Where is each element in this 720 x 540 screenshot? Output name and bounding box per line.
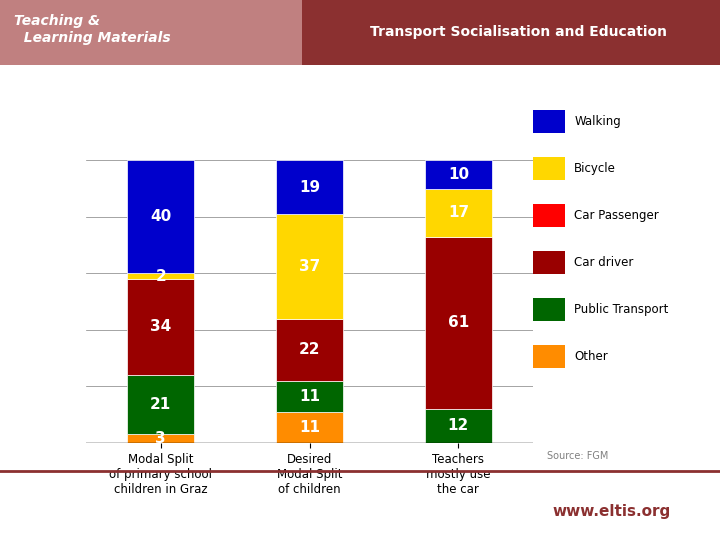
FancyBboxPatch shape xyxy=(302,0,720,65)
Bar xyxy=(425,237,492,409)
Text: www.eltis.org: www.eltis.org xyxy=(553,504,671,519)
Bar xyxy=(276,214,343,319)
Text: 21: 21 xyxy=(150,397,171,412)
FancyBboxPatch shape xyxy=(533,204,565,227)
Text: 3: 3 xyxy=(156,431,166,446)
Text: 10: 10 xyxy=(448,167,469,182)
Text: Bicycle: Bicycle xyxy=(575,162,616,175)
Text: 37: 37 xyxy=(299,259,320,274)
Bar xyxy=(276,381,343,411)
FancyBboxPatch shape xyxy=(533,157,565,180)
Text: Car Passenger: Car Passenger xyxy=(575,209,659,222)
Text: Public Transport: Public Transport xyxy=(575,303,669,316)
Bar xyxy=(127,160,194,273)
Text: 34: 34 xyxy=(150,320,171,334)
Bar xyxy=(425,160,492,188)
Text: 19: 19 xyxy=(299,180,320,195)
Bar xyxy=(425,188,492,237)
Text: 61: 61 xyxy=(448,315,469,330)
Text: Transport Socialisation and Education: Transport Socialisation and Education xyxy=(370,25,667,39)
Text: 17: 17 xyxy=(448,205,469,220)
Text: 11: 11 xyxy=(299,420,320,435)
Bar xyxy=(127,434,194,443)
Text: 11: 11 xyxy=(299,389,320,404)
FancyBboxPatch shape xyxy=(0,0,302,65)
Text: Walking: Walking xyxy=(575,115,621,128)
Bar xyxy=(127,273,194,279)
Bar xyxy=(276,411,343,443)
Text: Teaching &
  Learning Materials: Teaching & Learning Materials xyxy=(14,14,171,45)
Text: Other: Other xyxy=(575,350,608,363)
FancyBboxPatch shape xyxy=(533,110,565,133)
FancyBboxPatch shape xyxy=(533,251,565,274)
FancyBboxPatch shape xyxy=(533,345,565,368)
Text: 22: 22 xyxy=(299,342,320,357)
Bar xyxy=(276,319,343,381)
Bar xyxy=(276,160,343,214)
Text: 40: 40 xyxy=(150,210,171,224)
Text: Source: FGM: Source: FGM xyxy=(547,451,608,461)
Text: 12: 12 xyxy=(448,418,469,434)
Text: 2: 2 xyxy=(156,268,166,284)
Bar xyxy=(127,279,194,375)
Text: Car driver: Car driver xyxy=(575,256,634,269)
FancyBboxPatch shape xyxy=(533,298,565,321)
Bar xyxy=(127,375,194,434)
Bar xyxy=(425,409,492,443)
